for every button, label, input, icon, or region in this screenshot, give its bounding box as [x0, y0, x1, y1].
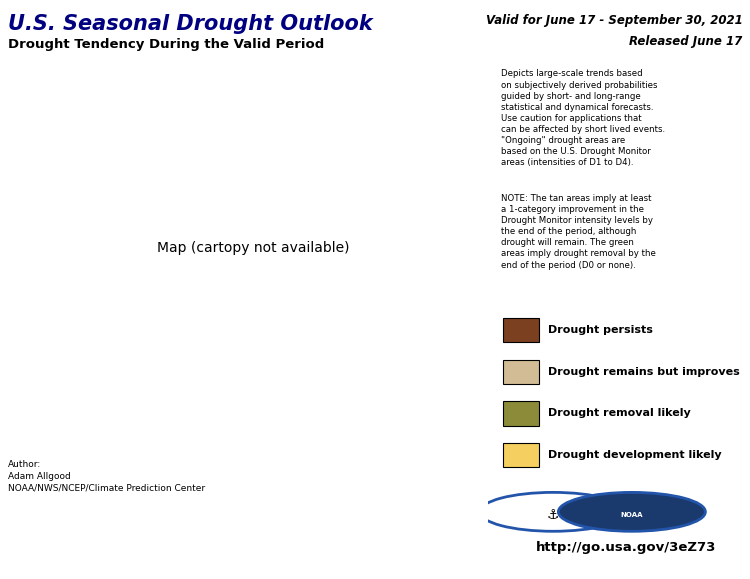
Text: Drought persists: Drought persists — [548, 325, 652, 335]
Text: U.S. Seasonal Drought Outlook: U.S. Seasonal Drought Outlook — [8, 14, 372, 35]
Text: NOAA: NOAA — [621, 512, 643, 518]
Text: Drought removal likely: Drought removal likely — [548, 408, 690, 419]
Text: NOTE: The tan areas imply at least
a 1-category improvement in the
Drought Monit: NOTE: The tan areas imply at least a 1-c… — [501, 194, 656, 270]
Text: ⚓: ⚓ — [547, 508, 560, 522]
Text: Drought remains but improves: Drought remains but improves — [548, 367, 740, 377]
Text: Author:
Adam Allgood
NOAA/NWS/NCEP/Climate Prediction Center: Author: Adam Allgood NOAA/NWS/NCEP/Clima… — [8, 460, 205, 493]
Circle shape — [558, 492, 705, 532]
Text: Map (cartopy not available): Map (cartopy not available) — [157, 240, 350, 255]
Text: Valid for June 17 - September 30, 2021: Valid for June 17 - September 30, 2021 — [486, 14, 742, 27]
Circle shape — [480, 492, 627, 532]
Text: Drought development likely: Drought development likely — [548, 450, 722, 460]
Text: http://go.usa.gov/3eZ73: http://go.usa.gov/3eZ73 — [536, 541, 716, 554]
Text: Drought Tendency During the Valid Period: Drought Tendency During the Valid Period — [8, 38, 324, 50]
Text: Depicts large-scale trends based
on subjectively derived probabilities
guided by: Depicts large-scale trends based on subj… — [501, 69, 665, 167]
Text: Released June 17: Released June 17 — [629, 35, 742, 47]
